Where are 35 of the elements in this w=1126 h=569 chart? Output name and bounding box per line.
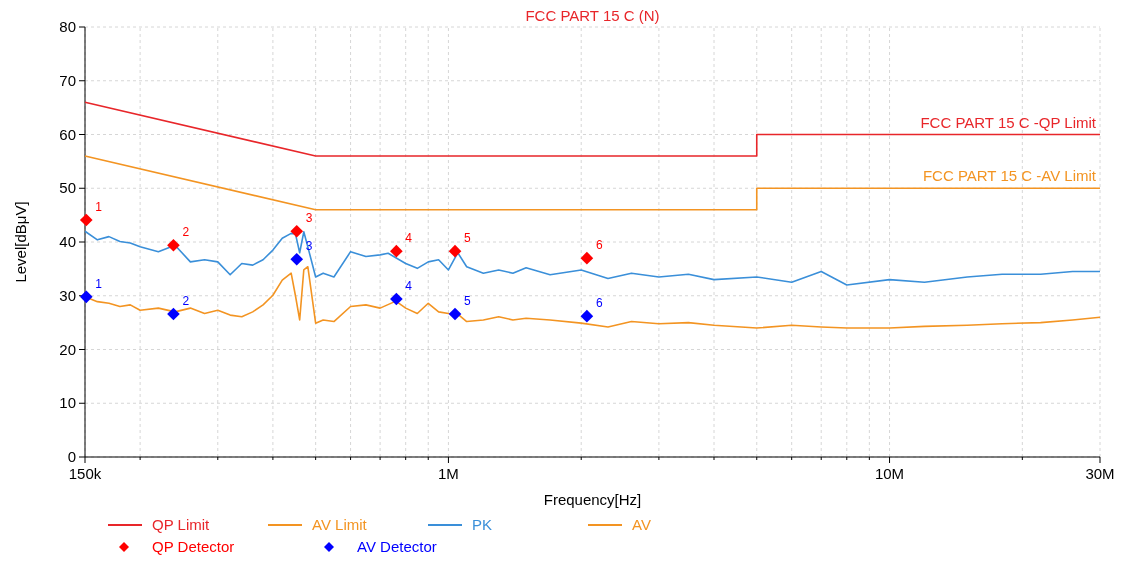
y-tick-label: 0 bbox=[67, 448, 76, 465]
annotation: 6 bbox=[595, 238, 603, 253]
legend-label: AV Detector bbox=[357, 538, 437, 555]
annotation: 2 bbox=[182, 294, 190, 309]
annotation: 1 bbox=[95, 199, 103, 214]
y-tick-label: 40 bbox=[59, 233, 76, 250]
legend-label: AV bbox=[632, 516, 651, 533]
annotation: 4 bbox=[405, 231, 413, 246]
annotation: 1 bbox=[95, 276, 103, 291]
annotation: 4 bbox=[405, 278, 413, 293]
y-tick-label: 30 bbox=[59, 286, 76, 304]
annotation: FCC PART 15 C -AV Limit bbox=[922, 167, 1097, 185]
y-tick-label: 60 bbox=[59, 125, 76, 143]
y-tick-label: 50 bbox=[59, 179, 76, 197]
legend-label: PK bbox=[472, 516, 493, 533]
annotation: 3 bbox=[305, 211, 313, 226]
chart-title: FCC PART 15 C (N) bbox=[525, 7, 660, 24]
x-tick-label: 10M bbox=[874, 465, 905, 482]
x-tick-label: 1M bbox=[438, 465, 459, 482]
x-tick-label: 30M bbox=[1085, 465, 1115, 482]
y-tick-label: 20 bbox=[59, 340, 76, 358]
annotation: 5 bbox=[464, 294, 472, 309]
y-tick-label: 70 bbox=[59, 71, 76, 89]
y-tick-label: 10 bbox=[59, 394, 76, 412]
y-axis-title: Level[dBμV] bbox=[12, 201, 29, 283]
annotation: 6 bbox=[595, 296, 603, 311]
annotation: FCC PART 15 C -QP Limit bbox=[920, 113, 1097, 131]
y-tick-label: 80 bbox=[59, 18, 76, 35]
x-axis-title: Frequency[Hz] bbox=[543, 491, 642, 508]
legend-label: AV Limit bbox=[312, 516, 368, 533]
legend-label: QP Limit bbox=[152, 516, 211, 533]
annotation: 5 bbox=[464, 231, 472, 246]
x-tick-label: 150k bbox=[68, 465, 102, 482]
annotation: 2 bbox=[182, 225, 190, 240]
legend-label: QP Detector bbox=[152, 538, 235, 555]
